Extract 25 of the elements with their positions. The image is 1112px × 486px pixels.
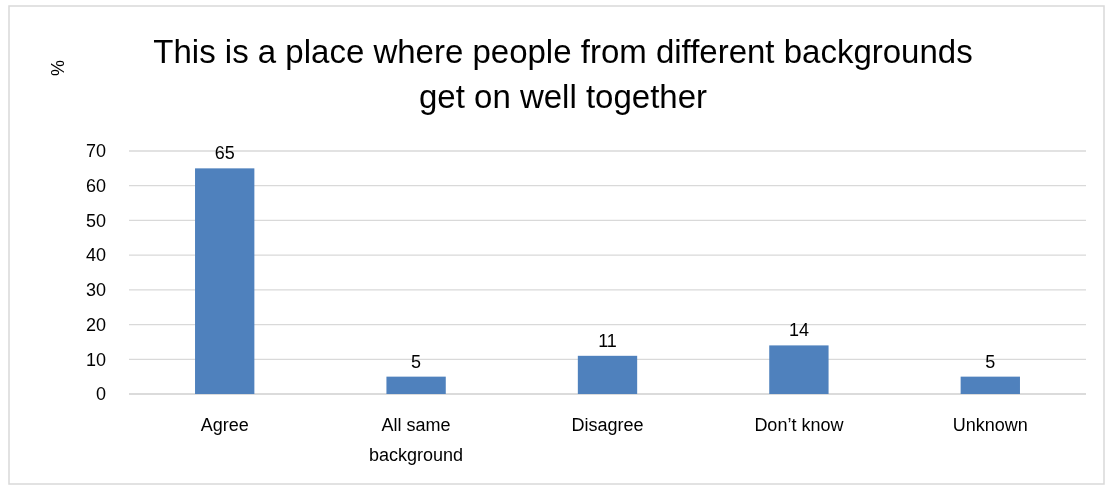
bar	[195, 168, 255, 394]
y-axis-title: %	[48, 59, 68, 77]
data-label: 5	[411, 351, 422, 372]
bar	[769, 345, 829, 394]
bar	[960, 376, 1020, 394]
bar	[577, 355, 638, 394]
data-label: 5	[985, 351, 996, 372]
y-tick-label: 60	[85, 176, 106, 197]
y-tick-label: 10	[85, 349, 106, 370]
data-label: 11	[598, 330, 617, 351]
x-tick-label: Disagree	[571, 415, 644, 435]
bar	[386, 376, 446, 394]
y-tick-label: 40	[85, 245, 106, 266]
y-tick-label: 70	[85, 141, 106, 162]
y-tick-label: 0	[95, 384, 106, 405]
y-tick-label: 20	[85, 314, 106, 335]
data-label: 14	[788, 320, 809, 341]
x-tick-label: Don’t know	[754, 415, 845, 435]
chart-title: This is a place where people from different backgrounds get on well together	[153, 33, 973, 115]
x-tick-label: All same background	[369, 415, 464, 465]
y-tick-label: 50	[85, 210, 106, 231]
y-tick-label: 30	[85, 280, 106, 301]
x-tick-label: Unknown	[952, 415, 1028, 435]
x-tick-label: Agree	[200, 415, 249, 435]
data-label: 65	[214, 143, 235, 164]
